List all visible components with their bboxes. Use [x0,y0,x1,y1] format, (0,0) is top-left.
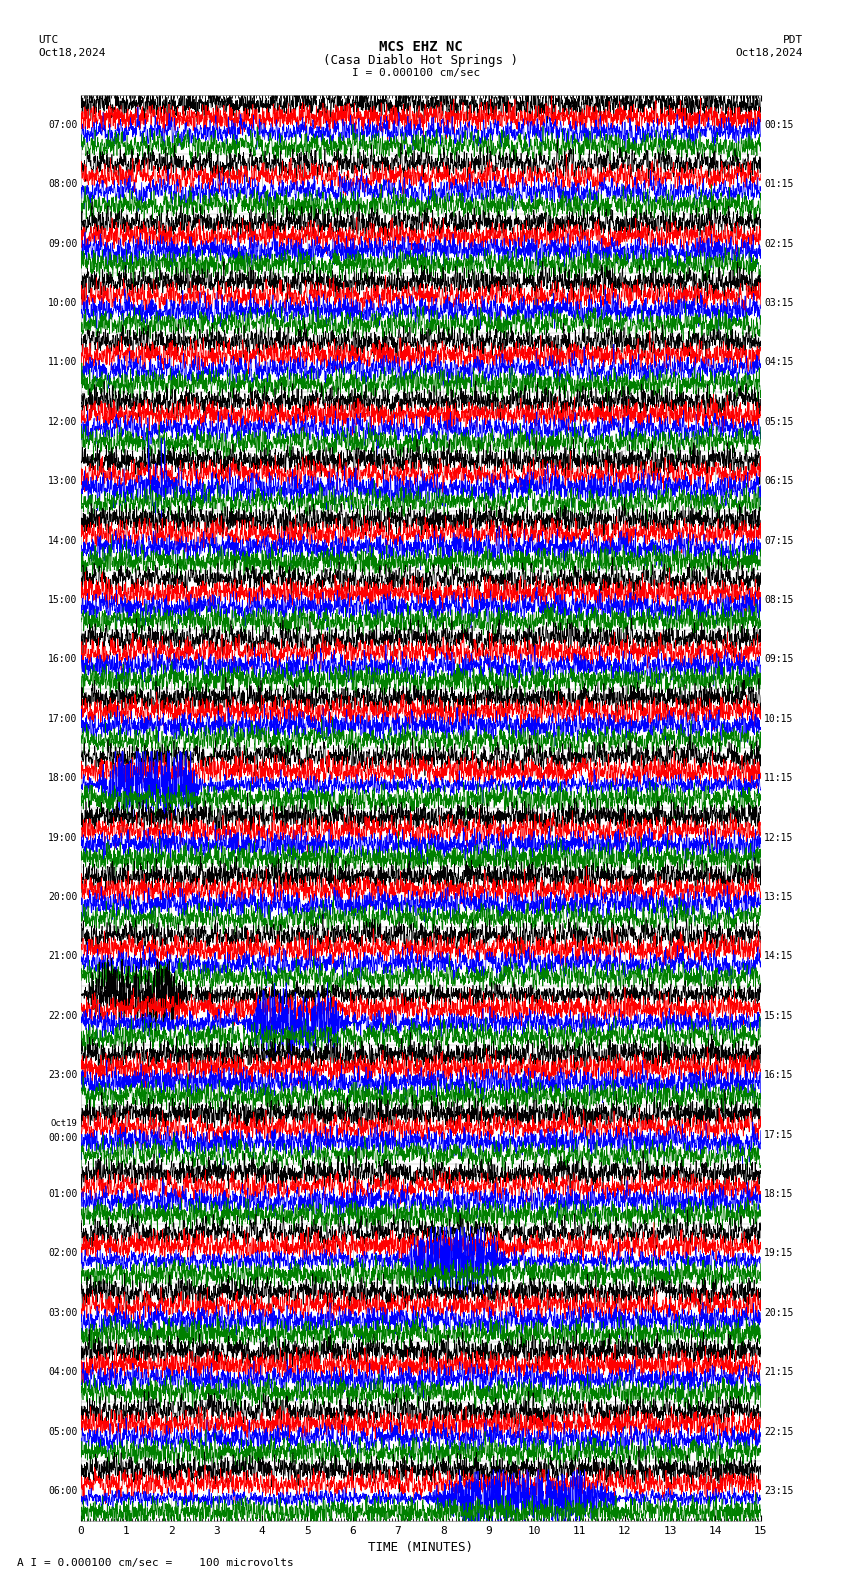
Text: 04:00: 04:00 [48,1367,77,1376]
Text: 03:15: 03:15 [764,298,794,307]
Text: 19:00: 19:00 [48,833,77,843]
Text: 22:00: 22:00 [48,1011,77,1020]
Text: 17:15: 17:15 [764,1129,794,1139]
Text: 23:15: 23:15 [764,1486,794,1495]
Text: 13:15: 13:15 [764,892,794,901]
Text: 18:15: 18:15 [764,1190,794,1199]
Text: 01:15: 01:15 [764,179,794,188]
Text: 23:00: 23:00 [48,1071,77,1080]
Text: 18:00: 18:00 [48,773,77,782]
Text: 16:15: 16:15 [764,1071,794,1080]
Text: 15:00: 15:00 [48,596,77,605]
Text: 08:15: 08:15 [764,596,794,605]
Text: MCS EHZ NC: MCS EHZ NC [379,40,462,54]
Text: 06:15: 06:15 [764,477,794,486]
Text: 21:00: 21:00 [48,952,77,961]
Text: 11:15: 11:15 [764,773,794,782]
Text: 12:15: 12:15 [764,833,794,843]
Text: 05:00: 05:00 [48,1427,77,1437]
Text: 21:15: 21:15 [764,1367,794,1376]
Text: 17:00: 17:00 [48,714,77,724]
Text: 03:00: 03:00 [48,1308,77,1318]
Text: 11:00: 11:00 [48,358,77,367]
Text: 07:15: 07:15 [764,535,794,545]
Text: 12:00: 12:00 [48,417,77,426]
Text: 10:00: 10:00 [48,298,77,307]
Text: I = 0.000100 cm/sec: I = 0.000100 cm/sec [353,68,480,78]
Text: 14:00: 14:00 [48,535,77,545]
Text: 20:15: 20:15 [764,1308,794,1318]
Text: 06:00: 06:00 [48,1486,77,1495]
Text: 14:15: 14:15 [764,952,794,961]
Text: 01:00: 01:00 [48,1190,77,1199]
Text: Oct18,2024: Oct18,2024 [38,48,105,57]
X-axis label: TIME (MINUTES): TIME (MINUTES) [368,1541,473,1554]
Text: 16:00: 16:00 [48,654,77,664]
Text: 15:15: 15:15 [764,1011,794,1020]
Text: 00:15: 00:15 [764,120,794,130]
Text: 02:15: 02:15 [764,239,794,249]
Text: 08:00: 08:00 [48,179,77,188]
Text: 09:00: 09:00 [48,239,77,249]
Text: PDT: PDT [783,35,803,44]
Text: 10:15: 10:15 [764,714,794,724]
Text: 22:15: 22:15 [764,1427,794,1437]
Text: 19:15: 19:15 [764,1248,794,1258]
Text: Oct19: Oct19 [50,1120,77,1128]
Text: A I = 0.000100 cm/sec =    100 microvolts: A I = 0.000100 cm/sec = 100 microvolts [17,1559,294,1568]
Text: 09:15: 09:15 [764,654,794,664]
Text: (Casa Diablo Hot Springs ): (Casa Diablo Hot Springs ) [323,54,518,67]
Text: 02:00: 02:00 [48,1248,77,1258]
Text: 05:15: 05:15 [764,417,794,426]
Text: 07:00: 07:00 [48,120,77,130]
Text: 00:00: 00:00 [48,1133,77,1142]
Text: 13:00: 13:00 [48,477,77,486]
Text: 04:15: 04:15 [764,358,794,367]
Text: UTC: UTC [38,35,59,44]
Text: 20:00: 20:00 [48,892,77,901]
Text: Oct18,2024: Oct18,2024 [736,48,803,57]
